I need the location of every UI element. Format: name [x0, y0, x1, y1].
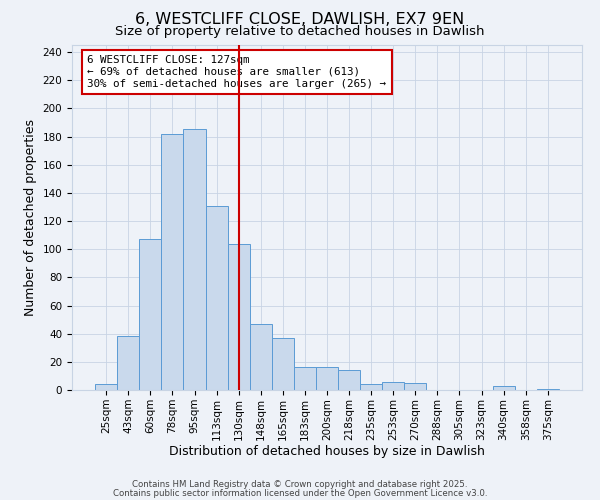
Text: Size of property relative to detached houses in Dawlish: Size of property relative to detached ho…: [115, 25, 485, 38]
Bar: [95, 384, 117, 390]
Bar: [139, 240, 161, 390]
Bar: [206, 206, 227, 390]
Bar: [360, 384, 382, 390]
Y-axis label: Number of detached properties: Number of detached properties: [24, 119, 37, 316]
Bar: [316, 368, 338, 390]
Bar: [227, 244, 250, 390]
Bar: [404, 383, 427, 390]
Bar: [161, 134, 184, 390]
Bar: [493, 386, 515, 390]
Bar: [117, 336, 139, 390]
Bar: [382, 382, 404, 390]
Bar: [338, 370, 360, 390]
Text: Contains public sector information licensed under the Open Government Licence v3: Contains public sector information licen…: [113, 488, 487, 498]
Text: 6 WESTCLIFF CLOSE: 127sqm
← 69% of detached houses are smaller (613)
30% of semi: 6 WESTCLIFF CLOSE: 127sqm ← 69% of detac…: [88, 56, 386, 88]
Text: 6, WESTCLIFF CLOSE, DAWLISH, EX7 9EN: 6, WESTCLIFF CLOSE, DAWLISH, EX7 9EN: [136, 12, 464, 28]
Text: Contains HM Land Registry data © Crown copyright and database right 2025.: Contains HM Land Registry data © Crown c…: [132, 480, 468, 489]
Bar: [537, 388, 559, 390]
Bar: [184, 130, 206, 390]
Bar: [250, 324, 272, 390]
Bar: [294, 368, 316, 390]
Bar: [272, 338, 294, 390]
X-axis label: Distribution of detached houses by size in Dawlish: Distribution of detached houses by size …: [169, 446, 485, 458]
